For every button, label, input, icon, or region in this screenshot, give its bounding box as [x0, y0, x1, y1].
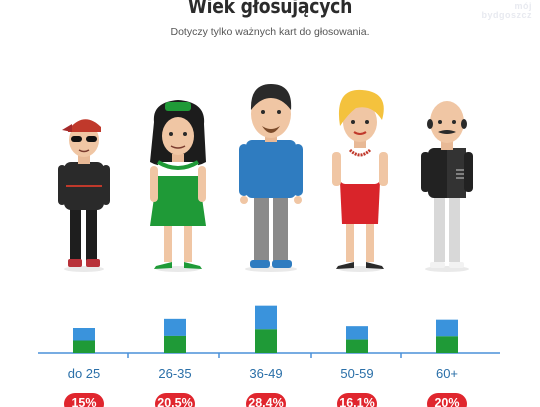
bar-top-1 — [164, 318, 186, 336]
young-woman-icon — [150, 100, 206, 272]
bar-3 — [346, 326, 368, 353]
bar-top-0 — [73, 328, 95, 341]
bar-top-2 — [255, 305, 277, 330]
bar-bottom-3 — [346, 339, 368, 353]
bar-0 — [73, 328, 95, 353]
percent-badge-26-35: 20.5% — [155, 393, 195, 407]
bar-4 — [436, 319, 458, 353]
percent-badge-50-59: 16.1% — [337, 393, 377, 407]
watermark-logo: mój bydgoszcz — [481, 2, 532, 20]
watermark-line-2: bydgoszcz — [481, 10, 532, 20]
bar-top-4 — [436, 319, 458, 337]
category-label-do-25: do 25 — [67, 366, 101, 381]
watermark-line-1: mój — [514, 1, 532, 11]
percent-badge-60-plus: 20% — [427, 393, 467, 407]
man-blue-shirt-icon — [239, 84, 303, 272]
percent-badge-36-49: 28.4% — [246, 393, 286, 407]
bar-bottom-2 — [255, 329, 277, 353]
blonde-woman-icon — [332, 89, 388, 272]
page-title: Wiek głosujących — [187, 0, 353, 18]
old-man-icon — [421, 101, 473, 272]
category-label-50-59: 50-59 — [340, 366, 374, 381]
category-label-26-35: 26-35 — [158, 366, 192, 381]
bar-2 — [255, 305, 277, 353]
bar-top-3 — [346, 326, 368, 340]
age-group-figures — [58, 84, 473, 272]
percent-badge-do-25: 15% — [64, 393, 104, 407]
bar-bottom-1 — [164, 335, 186, 353]
bar-1 — [164, 318, 186, 353]
bar-chart — [38, 305, 500, 358]
teen-boy-icon — [58, 119, 110, 272]
page-subtitle: Dotyczy tylko ważnych kart do głosowania… — [170, 26, 370, 38]
category-label-60-plus: 60+ — [435, 366, 459, 381]
category-label-36-49: 36-49 — [249, 366, 283, 381]
bar-bottom-0 — [73, 340, 95, 353]
bar-bottom-4 — [436, 336, 458, 353]
